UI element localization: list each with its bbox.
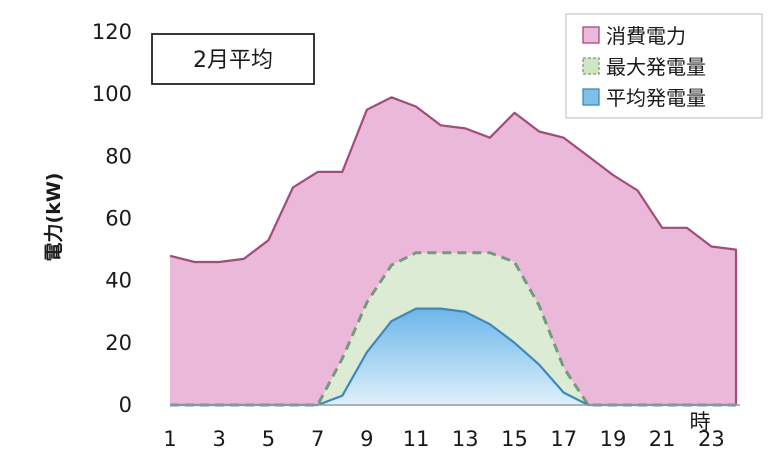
y-tick-label: 20 — [105, 331, 132, 355]
y-axis-ticks: 0 20 40 60 80 100 120 — [92, 20, 132, 417]
x-unit-label: 時 — [690, 410, 711, 434]
y-tick-label: 100 — [92, 82, 132, 106]
x-tick-label: 3 — [213, 427, 226, 451]
y-tick-label: 0 — [119, 393, 132, 417]
y-axis-label: 電力(kW) — [42, 173, 65, 262]
chart-title-box: 2月平均 — [151, 33, 315, 85]
x-axis-ticks: 1 3 5 7 9 11 13 15 17 19 21 23 — [163, 427, 724, 451]
series-area — [170, 97, 736, 406]
y-tick-label: 120 — [92, 20, 132, 44]
legend-label: 最大発電量 — [606, 55, 706, 79]
y-tick-label: 40 — [105, 269, 132, 293]
x-tick-label: 23 — [698, 427, 725, 451]
x-tick-label: 19 — [600, 427, 627, 451]
x-tick-label: 9 — [360, 427, 373, 451]
y-tick-label: 80 — [105, 144, 132, 168]
x-tick-label: 7 — [311, 427, 324, 451]
legend-swatch — [582, 88, 600, 106]
legend-label: 消費電力 — [606, 24, 686, 48]
x-tick-label: 1 — [163, 427, 176, 451]
series-line — [169, 96, 738, 405]
x-tick-label: 21 — [649, 427, 676, 451]
x-tick-label: 15 — [501, 427, 528, 451]
series-area — [170, 308, 736, 405]
x-tick-label: 13 — [452, 427, 479, 451]
y-tick-label: 60 — [105, 207, 132, 231]
legend-swatch — [582, 57, 600, 75]
x-tick-label: 17 — [550, 427, 577, 451]
series-layer — [169, 96, 738, 407]
legend-label: 平均発電量 — [606, 86, 706, 110]
chart-title: 2月平均 — [193, 48, 273, 73]
legend-swatch — [582, 26, 600, 44]
x-tick-label: 11 — [403, 427, 430, 451]
x-tick-label: 5 — [262, 427, 275, 451]
